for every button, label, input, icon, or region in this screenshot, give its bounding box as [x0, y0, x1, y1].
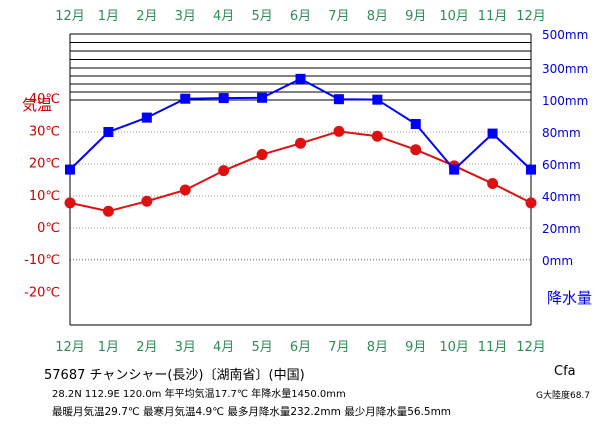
temperature-tick-label: 30℃	[29, 124, 60, 139]
temperature-axis-label: 気温	[22, 96, 52, 114]
temperature-point	[64, 197, 76, 209]
temperature-tick-label: 10℃	[29, 189, 60, 204]
precipitation-point	[526, 164, 536, 175]
month-label-top: 12月	[55, 9, 85, 24]
temperature-tick-label: -20℃	[24, 285, 60, 300]
month-label-top: 11月	[478, 9, 508, 24]
station-extremes: 最暖月気温29.7℃ 最寒月気温4.9℃ 最多月降水量232.2mm 最少月降水…	[52, 406, 452, 418]
month-label-bottom: 1月	[98, 340, 119, 355]
temperature-series	[64, 125, 537, 217]
precipitation-tick-label: 100mm	[542, 94, 588, 108]
precipitation-point	[180, 93, 191, 104]
station-name: 57687 チャンシャー(長沙)〔湖南省〕(中国)	[44, 368, 305, 383]
precipitation-series	[65, 73, 536, 175]
precipitation-point	[410, 119, 421, 129]
month-label-top: 8月	[367, 9, 388, 24]
temperature-point	[487, 178, 499, 190]
month-label-bottom: 11月	[478, 340, 508, 355]
month-label-bottom: 7月	[328, 340, 349, 355]
month-label-bottom: 10月	[439, 340, 469, 355]
temperature-tick-label: 0℃	[37, 221, 60, 236]
precipitation-tick-label: 20mm	[542, 222, 581, 236]
month-label-top: 10月	[439, 9, 469, 24]
month-label-bottom: 6月	[290, 340, 311, 355]
temperature-axis: 気温 40℃ 30℃ 20℃ 10℃ 0℃ -10℃ -20℃	[22, 92, 60, 300]
month-label-top: 9月	[405, 9, 426, 24]
month-label-bottom: 12月	[55, 340, 85, 355]
precipitation-point	[487, 128, 498, 139]
precipitation-tick-label: 300mm	[542, 62, 588, 76]
month-label-top: 1月	[98, 9, 119, 24]
precipitation-tick-label: 0mm	[542, 254, 573, 268]
month-label-top: 7月	[328, 9, 349, 24]
temperature-point	[333, 125, 345, 137]
precipitation-tick-label: 40mm	[542, 190, 581, 204]
precipitation-point	[372, 94, 383, 105]
month-label-top: 2月	[136, 9, 157, 24]
precipitation-tick-label: 80mm	[542, 126, 581, 140]
precipitation-point	[449, 164, 460, 175]
month-label-top: 12月	[516, 9, 546, 24]
precipitation-tick-label: 500mm	[542, 28, 588, 42]
temperature-tick-label: -10℃	[24, 253, 60, 268]
month-label-top: 3月	[175, 9, 196, 24]
month-label-bottom: 12月	[516, 340, 546, 355]
temperature-point	[295, 137, 306, 149]
temperature-point	[179, 184, 191, 196]
koppen-class: Cfa	[554, 364, 576, 379]
precipitation-point	[65, 164, 75, 175]
precipitation-point	[218, 93, 229, 104]
precipitation-point	[333, 94, 344, 105]
precipitation-axis-label: 降水量	[547, 289, 592, 307]
plot-frame	[69, 34, 532, 326]
station-summary: 28.2N 112.9E 120.0m 年平均気温17.7℃ 年降水量1450.…	[52, 389, 346, 400]
temperature-point	[410, 144, 422, 156]
temperature-point	[525, 197, 537, 209]
month-label-bottom: 9月	[405, 340, 426, 355]
month-label-bottom: 2月	[136, 340, 157, 355]
temperature-point	[102, 205, 114, 217]
month-label-bottom: 8月	[367, 340, 388, 355]
temperature-point	[371, 130, 383, 142]
precipitation-point	[141, 112, 152, 123]
month-label-top: 6月	[290, 9, 311, 24]
precipitation-point	[257, 92, 268, 103]
precipitation-tick-label: 60mm	[542, 158, 581, 172]
month-label-bottom: 4月	[213, 340, 234, 355]
temperature-tick-label: 40℃	[29, 92, 60, 107]
precipitation-axis: 降水量 500mm 300mm 100mm 80mm 60mm 40mm 20mm 0mm	[542, 28, 592, 307]
month-label-top: 5月	[251, 9, 272, 24]
temperature-point	[256, 149, 268, 161]
precipitation-point	[103, 127, 114, 137]
precipitation-point	[295, 73, 306, 84]
month-labels-bottom: 12月 1月 2月 3月 4月 5月 6月 7月 8月 9月 10月 11月 12月	[55, 340, 546, 355]
month-label-bottom: 3月	[175, 340, 196, 355]
temperature-tick-label: 20℃	[29, 157, 60, 172]
temperature-point	[141, 195, 153, 207]
month-label-top: 4月	[213, 9, 234, 24]
month-labels-top: 12月 1月 2月 3月 4月 5月 6月 7月 8月 9月 10月 11月 12月	[55, 9, 546, 24]
month-label-bottom: 5月	[251, 340, 272, 355]
temperature-point	[218, 165, 230, 177]
continentality-index: G大陸度68.7	[536, 391, 591, 401]
